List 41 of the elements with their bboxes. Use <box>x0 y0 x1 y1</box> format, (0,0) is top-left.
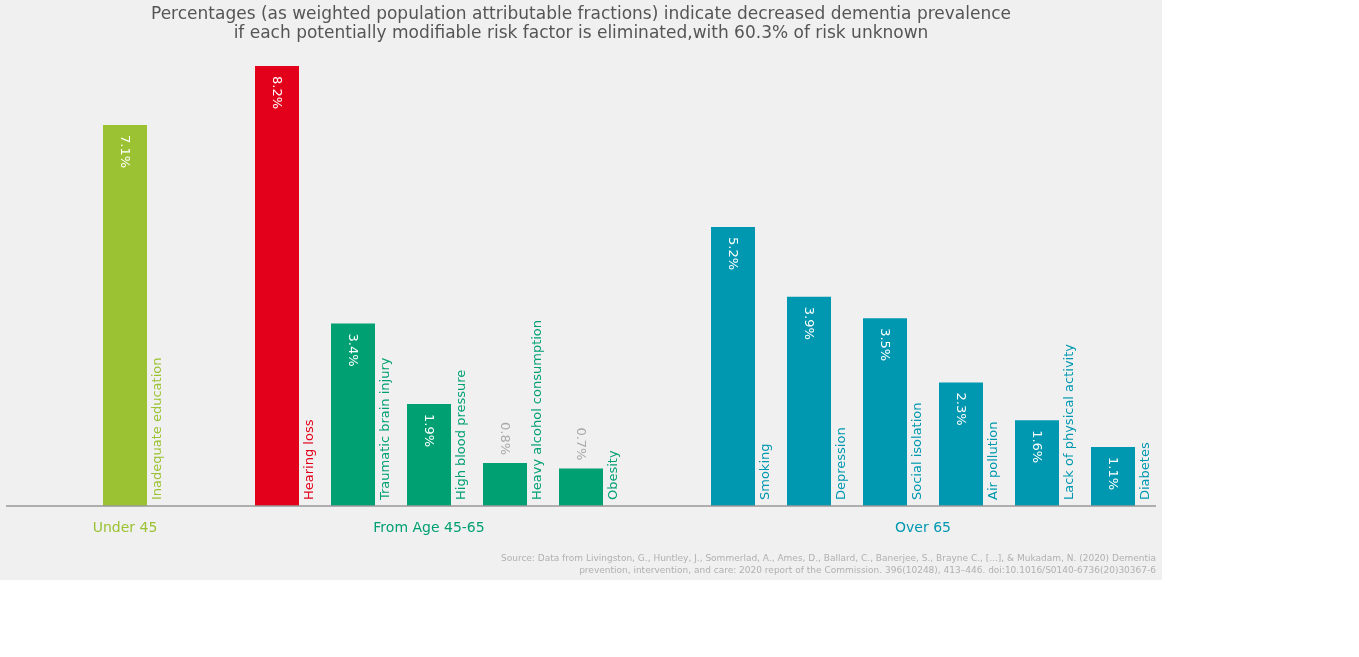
x-tick-label: Hearing loss <box>301 419 316 500</box>
data-label: 1.9% <box>422 414 437 448</box>
source-note: Source: Data from Livingston, G., Huntley, J., Sommerlad, A., Ames, D., Ballard, C., Banerjee, S., Brayne C., [...], & Mukadam, N. (2020) Dementia prevention, intervention, and care: 2020 report of the Commission. 396(10248), 413–446. doi:10.1016/S0140-6736(20)30367-6 <box>500 553 1157 575</box>
data-label: 5.2% <box>726 236 741 271</box>
data-label: 1.6% <box>1030 430 1045 464</box>
data-label: 2.3% <box>954 392 969 426</box>
x-tick-label: Air pollution <box>985 421 1000 500</box>
bar <box>1015 420 1059 506</box>
bar <box>559 468 603 506</box>
bar <box>711 226 755 506</box>
bar <box>255 66 299 506</box>
data-label: 8.2% <box>270 76 285 110</box>
x-tick-label: Heavy alcohol consumption <box>529 319 544 500</box>
bar <box>863 318 907 506</box>
text: Under 45 <box>92 519 158 535</box>
x-tick-label: Obesity <box>605 450 620 500</box>
data-label: 3.5% <box>878 328 893 362</box>
data-label: 0.8% <box>498 422 513 456</box>
bar <box>407 404 451 506</box>
x-tick-label: Depression <box>833 427 848 500</box>
bar <box>103 125 147 506</box>
x-tick-label: Smoking <box>757 443 772 500</box>
data-label: 3.4% <box>346 333 361 367</box>
x-tick-label: Lack of physical activity <box>1061 343 1076 500</box>
x-tick-label: Social isolation <box>909 402 924 500</box>
text: Over 65 <box>895 519 951 535</box>
data-label: 3.9% <box>802 306 817 340</box>
x-tick-label: High blood pressure <box>453 369 468 500</box>
x-tick-label: Traumatic brain injury <box>377 357 392 501</box>
data-label: 1.1% <box>1106 456 1121 491</box>
data-label: 7.1% <box>118 135 133 169</box>
x-tick-label: Inadequate education <box>149 357 164 500</box>
x-tick-label: Diabetes <box>1137 442 1152 500</box>
text: From Age 45-65 <box>373 519 485 535</box>
bar <box>483 463 527 506</box>
bar <box>787 296 831 506</box>
bar <box>939 382 983 506</box>
bar <box>1091 446 1135 506</box>
data-label: 0.7% <box>574 427 589 461</box>
bar <box>331 323 375 506</box>
chart-title: Percentages (as weighted population attributable fractions) indicate decreased dementia prevalence if each potentially modifiable risk factor is eliminated,with 60.3% of risk unknown <box>151 3 1011 42</box>
